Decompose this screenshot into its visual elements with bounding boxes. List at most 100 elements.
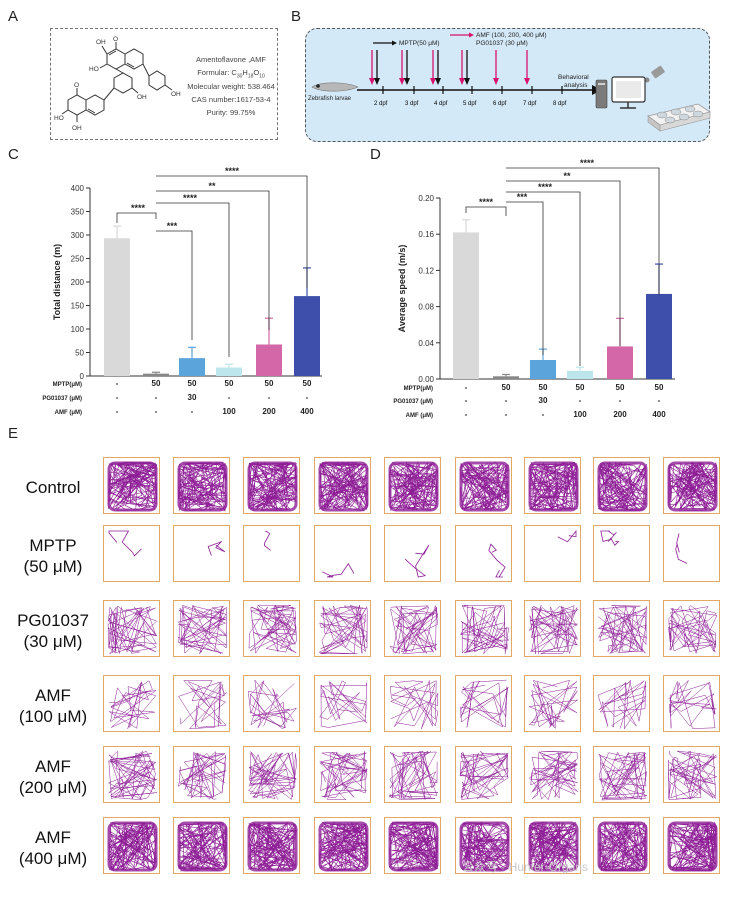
significance-bracket: *** <box>156 221 193 340</box>
panel-a-frame <box>50 28 278 140</box>
formula-c: 30 <box>236 73 243 80</box>
significance-bracket: **** <box>156 166 308 288</box>
trajectory-plot <box>173 457 230 514</box>
treatment-row-label: AMF (μM) <box>55 410 82 416</box>
treatment-value: - <box>465 396 468 405</box>
significance-label: ** <box>563 171 571 181</box>
trajectory-path <box>319 751 368 801</box>
tower-pc-icon <box>595 79 608 109</box>
computer-monitor-icon <box>611 76 646 109</box>
trajectory-path <box>247 821 298 872</box>
treatment-value: - <box>306 393 309 402</box>
formula-prefix: Formular: C <box>197 68 237 77</box>
y-tick-label: 250 <box>71 255 85 264</box>
trajectory-path <box>529 821 579 872</box>
trajectory-path <box>388 461 439 512</box>
atom-oh-4: OH <box>72 125 82 132</box>
trajectory-wall-track <box>459 461 510 512</box>
trajectory-plot <box>173 675 230 732</box>
y-tick-label: 0 <box>80 372 85 381</box>
treatment-arrow <box>493 50 499 85</box>
trajectory-path <box>529 604 579 655</box>
trajectory-plot <box>173 525 230 582</box>
treatment-value: 50 <box>152 379 161 388</box>
treatment-value: - <box>658 396 661 405</box>
y-tick-label: 350 <box>71 208 85 217</box>
atom-o-1: O <box>113 36 118 43</box>
y-tick-label: 0.20 <box>418 194 434 203</box>
row-label-line2: (100 μM) <box>18 707 88 726</box>
treatment-row-label: AMF (μM) <box>406 413 433 419</box>
row-label-line1: Control <box>25 478 81 497</box>
day-label: 6 dpf <box>493 101 507 107</box>
panel-label-c: C <box>8 146 19 163</box>
y-axis-label: Average speed (m/s) <box>397 245 407 333</box>
trajectory-plot <box>384 600 441 657</box>
treatment-row-label: MPTP(μM) <box>404 386 433 392</box>
trajectory-path <box>597 680 647 730</box>
trajectory-plot <box>593 746 650 803</box>
treatment-value: - <box>191 407 194 416</box>
trajectory-plot <box>103 746 160 803</box>
trajectory-path <box>600 530 620 546</box>
treatment-value: - <box>465 383 468 392</box>
error-bar <box>462 219 470 233</box>
error-bar <box>502 373 510 377</box>
treatment-value: - <box>155 393 158 402</box>
row-label-line1: MPTP <box>29 536 77 555</box>
trajectory-path <box>178 680 227 730</box>
panel-label-e: E <box>8 425 19 442</box>
trajectory-wall-track <box>597 461 648 512</box>
formula-onum: 10 <box>259 73 265 80</box>
trajectory-plot <box>314 817 371 874</box>
significance-bracket: **** <box>506 158 660 295</box>
trajectory-plot <box>384 746 441 803</box>
panel-label-b: B <box>291 8 302 25</box>
trajectory-plot <box>455 525 512 582</box>
treatment-value: 50 <box>655 383 664 392</box>
legend-amf-label: AMF (100, 200, 400 μM) <box>476 32 547 39</box>
y-tick-label: 100 <box>71 325 85 334</box>
y-tick-label: 0.12 <box>418 266 434 275</box>
trajectory-path <box>389 605 439 655</box>
trajectory-path <box>108 461 158 512</box>
trajectory-row-label: PG01037 (30 μM) <box>8 610 98 652</box>
trajectory-wall-track <box>597 821 648 872</box>
legend-amf: AMF (100, 200, 400 μM) PG01037 (30 μM) <box>450 32 547 47</box>
trajectory-plot <box>455 746 512 803</box>
trajectory-path <box>318 461 369 512</box>
error-bar <box>152 371 160 374</box>
trajectory-path <box>668 750 718 800</box>
trajectory-plot <box>524 525 581 582</box>
trajectory-plot <box>243 457 300 514</box>
trajectory-path <box>318 821 369 872</box>
bar <box>530 359 556 379</box>
mptp-arrow <box>404 50 410 85</box>
error-bar <box>113 225 121 239</box>
trajectory-path <box>528 461 579 511</box>
trajectory-plot <box>314 600 371 657</box>
treatment-arrow <box>399 50 405 85</box>
legend-mptp-label: MPTP(50 μM) <box>399 40 440 47</box>
treatment-value: - <box>579 396 582 405</box>
formula-hnum: 18 <box>247 73 254 80</box>
trajectory-path <box>668 461 718 512</box>
treatment-row-label: PG01037 (μM) <box>393 399 433 405</box>
trajectory-wall-track <box>528 821 579 872</box>
trajectory-path <box>529 750 578 800</box>
error-bar <box>225 363 233 368</box>
trajectory-plot <box>384 675 441 732</box>
significance-bracket: ** <box>506 171 621 346</box>
legend-mptp: MPTP(50 μM) <box>373 40 440 47</box>
mptp-arrow <box>435 50 441 85</box>
bar <box>294 296 320 376</box>
trajectory-path <box>597 605 648 654</box>
trajectory-path <box>460 679 509 728</box>
trajectory-path <box>108 530 142 557</box>
trajectory-path <box>597 461 648 512</box>
trajectory-wall-track <box>459 821 510 872</box>
mptp-arrow <box>464 50 470 85</box>
trajectory-path <box>528 680 578 729</box>
trajectory-path <box>247 461 298 512</box>
y-tick-label: 50 <box>75 349 84 358</box>
